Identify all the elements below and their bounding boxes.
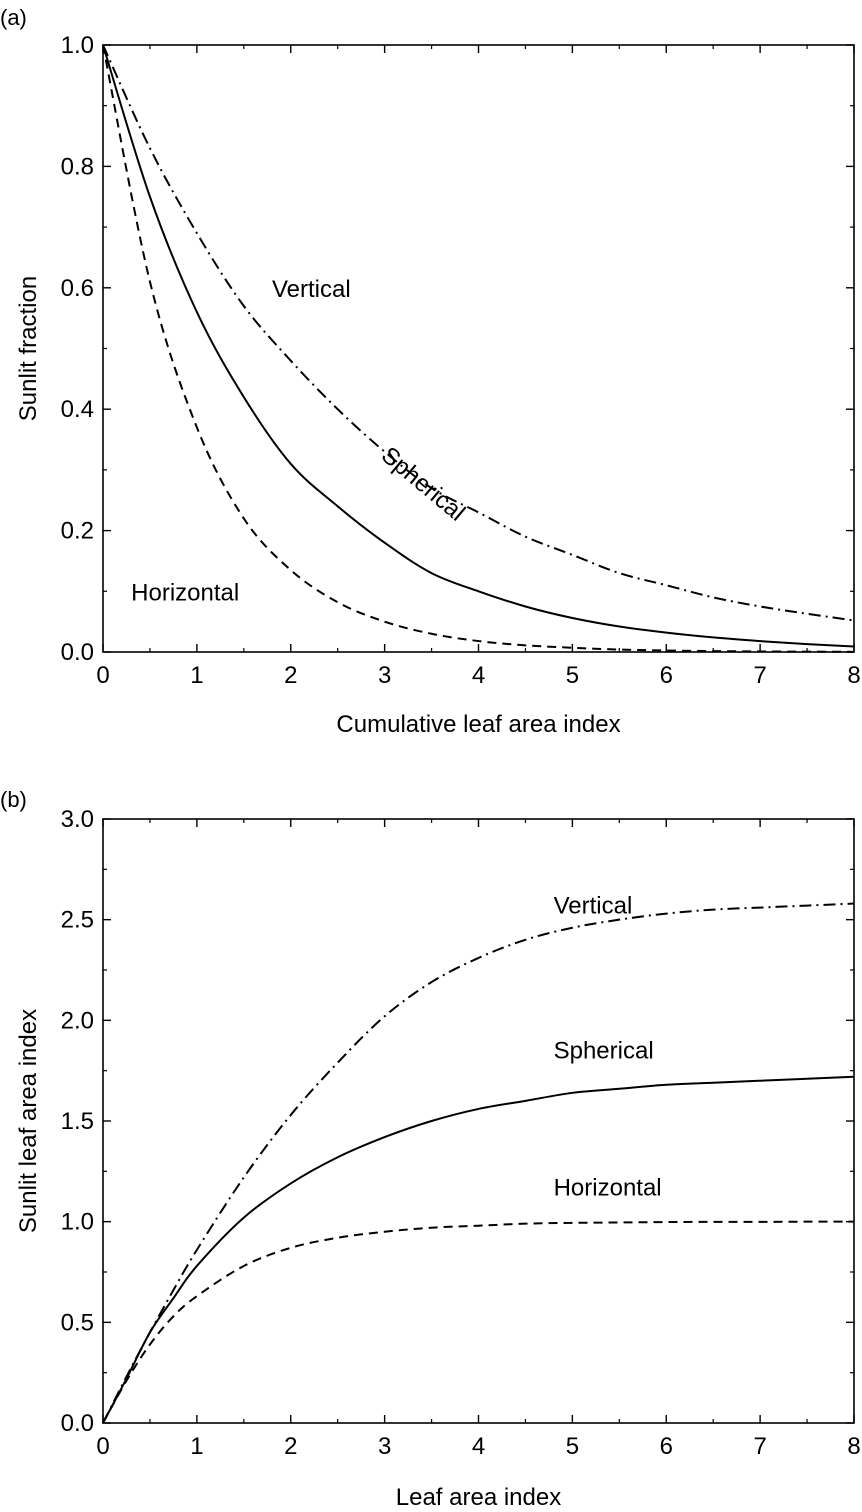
x-tick-label: 5 <box>566 662 579 689</box>
annotation-spherical: Spherical <box>554 1038 654 1065</box>
y-tick-label: 0.6 <box>61 275 94 302</box>
y-tick-label: 0.0 <box>61 1410 94 1437</box>
series-line-vertical <box>102 902 855 1424</box>
x-tick-label: 6 <box>660 1433 673 1460</box>
y-axis-label: Sunlit fraction <box>15 276 42 421</box>
x-tick-label: 7 <box>753 1433 766 1460</box>
annotation-horizontal: Horizontal <box>131 579 239 606</box>
x-tick-label: 4 <box>472 1433 485 1460</box>
y-tick-label: 0.0 <box>61 639 94 666</box>
series-line-horizontal <box>102 44 855 653</box>
x-axis-label: Leaf area index <box>396 1484 561 1511</box>
annotation-horizontal: Horizontal <box>554 1174 662 1201</box>
y-tick-label: 0.2 <box>61 518 94 545</box>
y-tick-label: 0.8 <box>61 153 94 180</box>
series-line-vertical <box>102 44 855 622</box>
x-tick-label: 7 <box>753 662 766 689</box>
series-line-spherical <box>102 1075 855 1424</box>
annotation-vertical: Vertical <box>554 893 633 920</box>
panel-a: (a) 0 1 2 3 4 5 6 7 8 0.0 0.2 0.4 0.6 0.8 1.0 Cumulative… <box>0 5 861 738</box>
x-axis-label: Cumulative leaf area index <box>336 711 620 738</box>
x-tick-label: 6 <box>660 662 673 689</box>
y-tick-label: 1.0 <box>61 1209 94 1236</box>
annotation-vertical: Vertical <box>272 276 351 303</box>
series-line-horizontal <box>102 1220 855 1424</box>
y-tick-label: 1.0 <box>61 32 94 59</box>
panel-label: (b) <box>0 787 27 812</box>
y-tick-label: 1.5 <box>61 1108 94 1135</box>
y-axis-label: Sunlit leaf area index <box>15 1009 42 1233</box>
plot-frame <box>102 818 855 1424</box>
x-tick-label: 2 <box>284 1433 297 1460</box>
x-tick-label: 5 <box>566 1433 579 1460</box>
annotation-spherical: Spherical <box>376 442 470 527</box>
x-tick-label: 1 <box>190 662 203 689</box>
x-tick-label: 3 <box>378 1433 391 1460</box>
y-tick-label: 2.5 <box>61 907 94 934</box>
y-tick-label: 0.4 <box>61 396 94 423</box>
x-tick-label: 2 <box>284 662 297 689</box>
x-tick-label: 3 <box>378 662 391 689</box>
x-tick-label: 1 <box>190 1433 203 1460</box>
x-tick-label: 8 <box>847 662 860 689</box>
y-tick-label: 0.5 <box>61 1309 94 1336</box>
panel-label: (a) <box>0 5 27 30</box>
x-tick-label: 4 <box>472 662 485 689</box>
x-tick-label: 0 <box>96 1433 109 1460</box>
x-tick-label: 8 <box>847 1433 860 1460</box>
series-line-spherical <box>102 44 855 648</box>
y-tick-label: 2.0 <box>61 1007 94 1034</box>
y-tick-label: 3.0 <box>61 806 94 833</box>
panel-b: (b) 0 1 2 3 4 5 6 7 8 0.0 0.5 1.0 1.5 2.0 2.5 3.0 Leaf ar… <box>0 787 861 1511</box>
x-tick-label: 0 <box>96 662 109 689</box>
